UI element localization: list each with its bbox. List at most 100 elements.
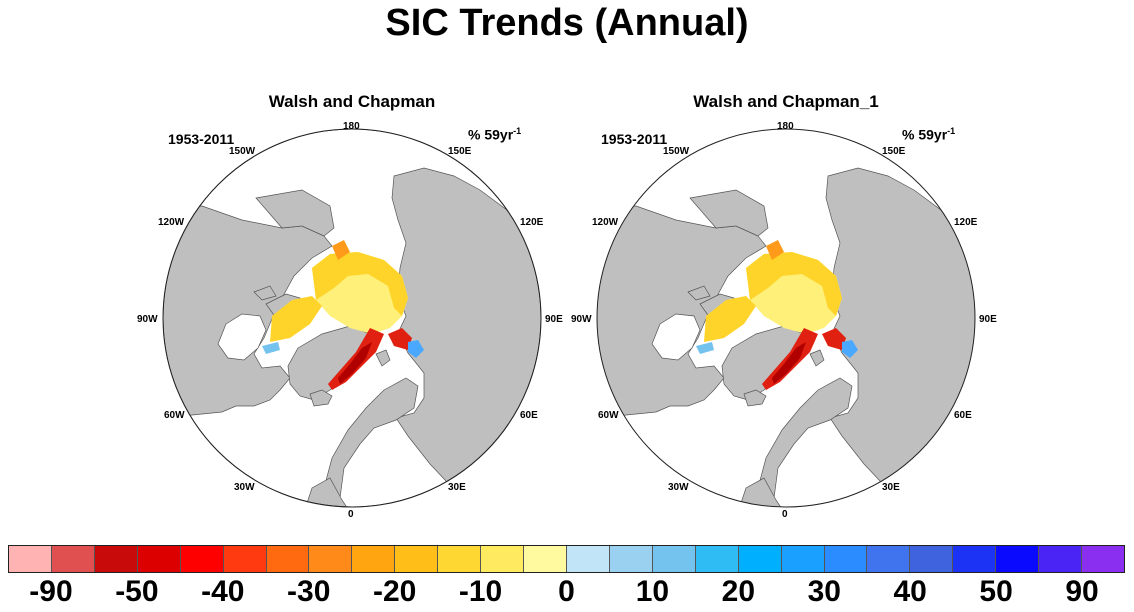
land-svalbard	[809, 349, 825, 367]
colorbar-label: 40	[893, 575, 927, 608]
ice-trend-east-greenland-dark	[772, 342, 806, 384]
ice-trend-inner	[746, 252, 842, 316]
colorbar-cell	[438, 546, 482, 572]
map-border	[596, 128, 976, 508]
colorbar-cell	[953, 546, 997, 572]
colorbar-cell	[309, 546, 353, 572]
lon-label-150e: 150E	[882, 146, 906, 157]
ice-trend-chukchi	[766, 240, 784, 260]
colorbar-cell	[738, 546, 782, 572]
ice-trend-inner	[312, 252, 408, 316]
colorbar-cell	[352, 546, 396, 572]
panel-title-right: Walsh and Chapman_1	[693, 92, 879, 111]
lon-label-150w: 150W	[663, 146, 690, 157]
ice-trend-baffin-blue	[262, 342, 280, 354]
lon-label-30w: 30W	[668, 482, 689, 493]
colorbar-label: -90	[29, 575, 73, 608]
land-europe	[735, 477, 789, 507]
polar-map-left	[162, 128, 542, 508]
land-alaska	[689, 189, 769, 237]
lon-label-0: 0	[782, 509, 788, 520]
water-hudson-bay	[217, 313, 267, 361]
lon-label-150e: 150E	[448, 146, 472, 157]
colorbar-cell	[180, 546, 224, 572]
colorbar-label: -10	[458, 575, 503, 608]
map-border	[162, 128, 542, 508]
colorbar-cell	[910, 546, 954, 572]
colorbar-cell	[609, 546, 653, 572]
colorbar-cell	[481, 546, 525, 572]
lon-label-180: 180	[343, 121, 360, 132]
colorbar-cell	[867, 546, 911, 572]
lon-label-30e: 30E	[882, 482, 900, 493]
panel-title-left: Walsh and Chapman	[268, 92, 436, 111]
polar-map-right	[596, 128, 976, 508]
lon-label-60e: 60E	[954, 410, 972, 421]
ice-trend-archipelago	[704, 296, 756, 342]
colorbar-cell	[652, 546, 696, 572]
colorbar-cell	[1039, 546, 1083, 572]
colorbar-cell	[94, 546, 138, 572]
land-scandinavia	[321, 377, 419, 507]
ice-trend-blue-patch	[408, 340, 424, 358]
lon-label-60w: 60W	[598, 410, 619, 421]
colorbar-cell	[695, 546, 739, 572]
colorbar-label: 30	[807, 575, 841, 608]
ice-trend-chukchi	[332, 240, 350, 260]
land-svalbard	[375, 349, 391, 367]
colorbar-label: 10	[635, 575, 670, 608]
lon-label-120e: 120E	[520, 217, 544, 228]
ice-trend-east-greenland-dark	[338, 342, 372, 384]
lon-label-60w: 60W	[164, 410, 185, 421]
ice-trend-archipelago	[270, 296, 322, 342]
ice-trend-baffin-blue	[696, 342, 714, 354]
land-europe	[301, 477, 355, 507]
colorbar-cell	[51, 546, 95, 572]
lon-label-120e: 120E	[954, 217, 978, 228]
colorbar-cell	[137, 546, 181, 572]
colorbar-label: -50	[115, 575, 159, 608]
colorbar-cell	[395, 546, 439, 572]
lon-label-30e: 30E	[448, 482, 466, 493]
ice-trend-blue-patch	[842, 340, 858, 358]
colorbar-label: -20	[372, 575, 417, 608]
colorbar	[8, 545, 1125, 573]
water-hudson-bay	[651, 313, 701, 361]
land-alaska	[255, 189, 335, 237]
lon-label-120w: 120W	[158, 217, 185, 228]
land-iceland	[309, 389, 333, 407]
ice-trend-barents	[388, 328, 412, 350]
lon-label-90e: 90E	[979, 314, 997, 325]
lon-label-90w: 90W	[137, 314, 158, 325]
colorbar-cell	[996, 546, 1040, 572]
colorbar-cell	[1082, 546, 1124, 572]
land-scandinavia	[755, 377, 853, 507]
lon-label-90e: 90E	[545, 314, 563, 325]
lon-label-30w: 30W	[234, 482, 255, 493]
colorbar-cell	[524, 546, 567, 572]
colorbar-label: -40	[201, 575, 245, 608]
lon-label-90w: 90W	[571, 314, 592, 325]
figure-title: SIC Trends (Annual)	[385, 2, 749, 44]
colorbar-cell	[566, 546, 610, 572]
colorbar-label: 90	[1065, 575, 1099, 608]
units-label-left: % 59yr-1	[468, 126, 522, 143]
lon-label-120w: 120W	[592, 217, 619, 228]
period-label-left: 1953-2011	[168, 131, 235, 147]
colorbar-cell	[266, 546, 310, 572]
ice-trend-barents	[822, 328, 846, 350]
colorbar-label: -30	[287, 575, 331, 608]
colorbar-label: 0	[558, 575, 575, 608]
colorbar-cell	[781, 546, 825, 572]
lon-label-60e: 60E	[520, 410, 538, 421]
units-label-right: % 59yr-1	[902, 126, 956, 143]
land-iceland	[743, 389, 767, 407]
colorbar-label: 50	[979, 575, 1013, 608]
lon-label-0: 0	[348, 509, 354, 520]
colorbar-cell	[824, 546, 868, 572]
colorbar-label: 20	[721, 575, 756, 608]
colorbar-cell	[9, 546, 52, 572]
period-label-right: 1953-2011	[601, 131, 668, 147]
lon-label-180: 180	[777, 121, 794, 132]
colorbar-cell	[223, 546, 267, 572]
